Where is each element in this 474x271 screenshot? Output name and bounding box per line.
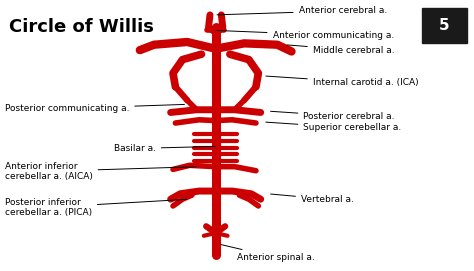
FancyBboxPatch shape: [422, 8, 467, 43]
Text: Anterior spinal a.: Anterior spinal a.: [221, 244, 315, 262]
Text: Posterior inferior
cerebellar a. (PICA): Posterior inferior cerebellar a. (PICA): [5, 198, 187, 217]
Text: Superior cerebellar a.: Superior cerebellar a.: [266, 122, 401, 133]
Text: Basilar a.: Basilar a.: [114, 144, 215, 153]
Text: Circle of Willis: Circle of Willis: [9, 18, 155, 36]
Text: Vertebral a.: Vertebral a.: [271, 194, 354, 204]
Text: Anterior inferior
cerebellar a. (AICA): Anterior inferior cerebellar a. (AICA): [5, 162, 196, 181]
Text: Posterior communicating a.: Posterior communicating a.: [5, 104, 184, 113]
Text: Anterior communicating a.: Anterior communicating a.: [217, 30, 394, 40]
Text: Posterior cerebral a.: Posterior cerebral a.: [271, 111, 395, 121]
Text: Internal carotid a. (ICA): Internal carotid a. (ICA): [266, 76, 419, 87]
Text: Middle cerebral a.: Middle cerebral a.: [287, 45, 394, 55]
Text: 5: 5: [439, 18, 450, 33]
Text: Anterior cerebral a.: Anterior cerebral a.: [217, 6, 387, 15]
